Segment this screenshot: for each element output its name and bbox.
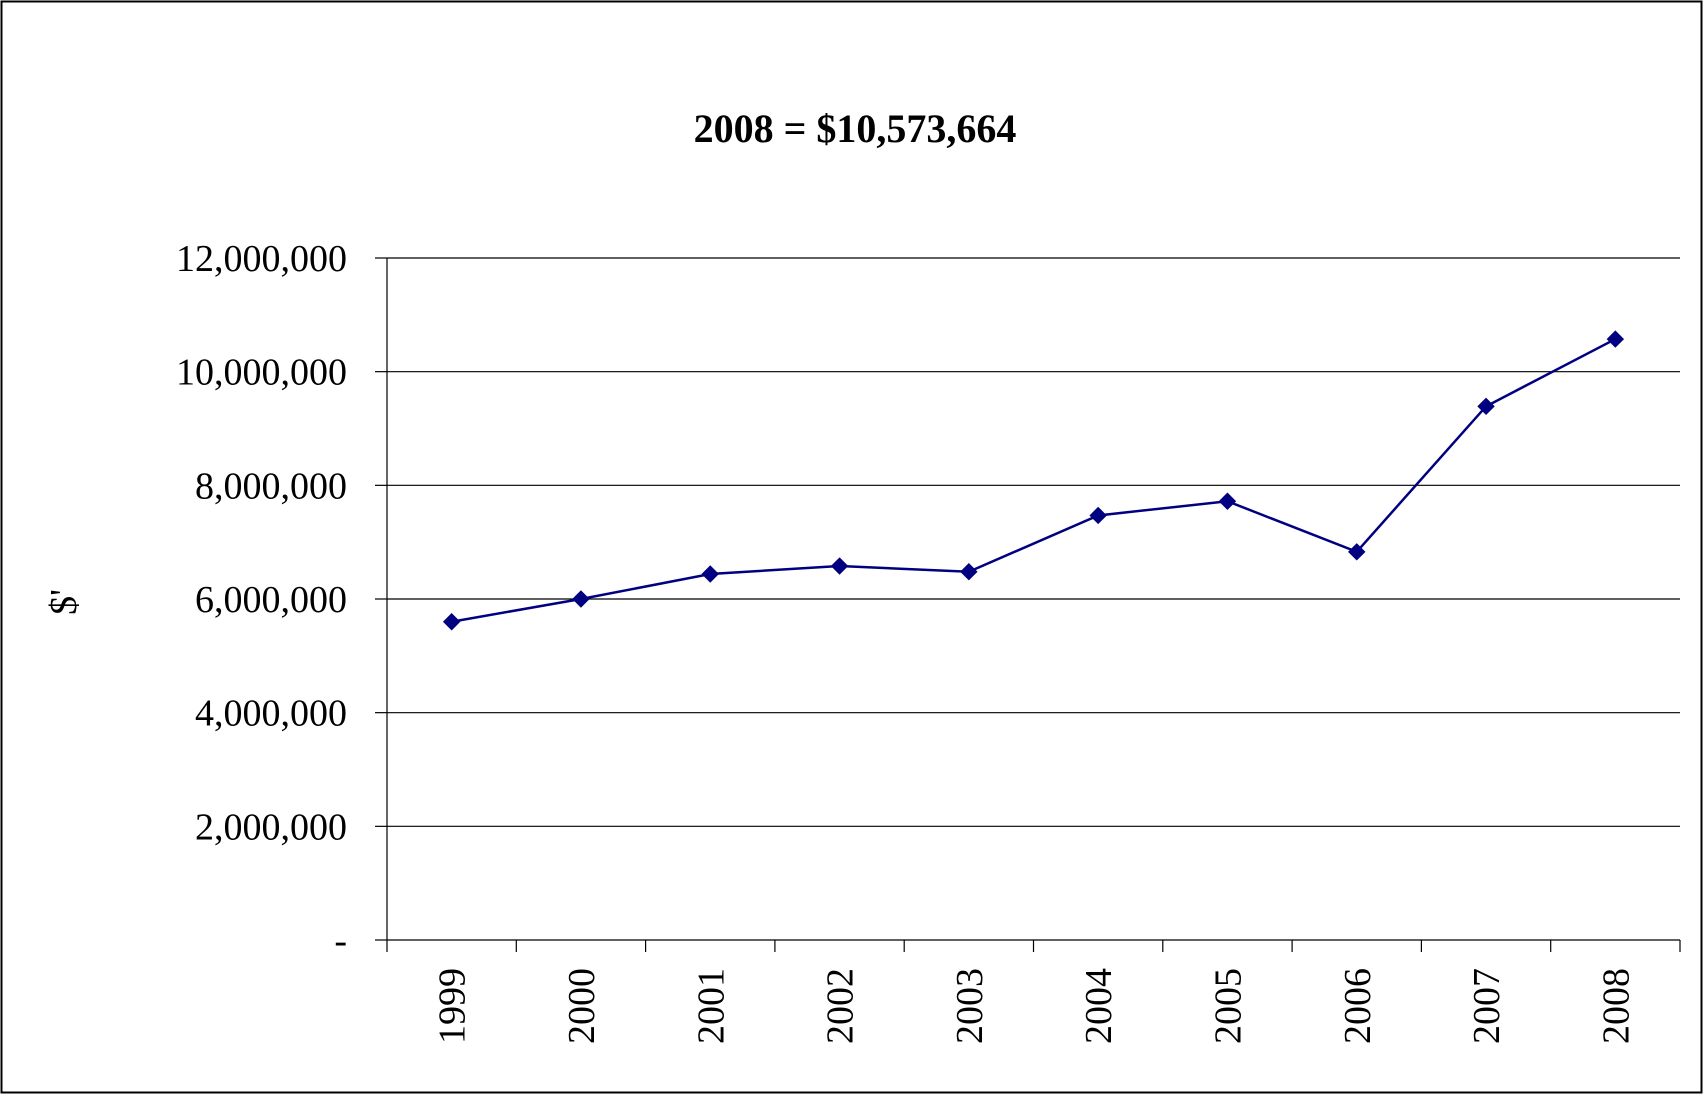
data-point-marker bbox=[1089, 506, 1107, 525]
data-points bbox=[442, 330, 1625, 631]
data-point-marker bbox=[701, 565, 719, 583]
x-tick-label: 2003 bbox=[949, 968, 991, 1044]
y-tick-label: 10,000,000 bbox=[176, 352, 347, 394]
y-axis-label: $' bbox=[43, 589, 85, 615]
y-tick-label: 2,000,000 bbox=[195, 806, 347, 848]
y-tick-label: 4,000,000 bbox=[195, 693, 347, 735]
x-tick-labels: 1999 2000 2001 2002 2003 2004 2005 2006 2007 2008 bbox=[432, 968, 1638, 1044]
data-point-marker bbox=[960, 563, 978, 581]
x-tick-label: 2002 bbox=[820, 968, 862, 1044]
chart-title: 2008 = $10,573,664 bbox=[694, 106, 1017, 151]
y-tick-label: 8,000,000 bbox=[195, 465, 347, 507]
data-point-marker bbox=[442, 613, 461, 631]
data-point-marker bbox=[830, 557, 849, 575]
y-tick-labels: - 2,000,000 4,000,000 6,000,000 8,000,000 10,… bbox=[176, 238, 347, 962]
x-tick-label: 2006 bbox=[1337, 968, 1379, 1044]
series-line bbox=[451, 337, 1616, 623]
data-point-marker bbox=[1218, 492, 1237, 510]
gridlines bbox=[387, 257, 1680, 827]
x-tick-label: 2007 bbox=[1466, 968, 1508, 1044]
data-point-marker bbox=[1606, 330, 1625, 348]
data-point-marker bbox=[572, 590, 590, 608]
series-line-path bbox=[451, 337, 1616, 623]
x-tick-label: 2004 bbox=[1078, 968, 1120, 1044]
y-tick-label: 6,000,000 bbox=[195, 579, 347, 621]
x-tick-label: 2000 bbox=[561, 968, 603, 1044]
x-tick-label: 2001 bbox=[690, 968, 732, 1044]
x-tick-label: 1999 bbox=[432, 968, 474, 1044]
data-point-marker bbox=[1348, 543, 1366, 561]
data-point-marker bbox=[1477, 397, 1495, 416]
y-tick-label: 12,000,000 bbox=[176, 238, 347, 280]
axes bbox=[375, 257, 1681, 952]
x-tick-label: 2005 bbox=[1207, 968, 1249, 1044]
y-tick-label: - bbox=[334, 920, 347, 962]
x-tick-label: 2008 bbox=[1595, 968, 1637, 1044]
